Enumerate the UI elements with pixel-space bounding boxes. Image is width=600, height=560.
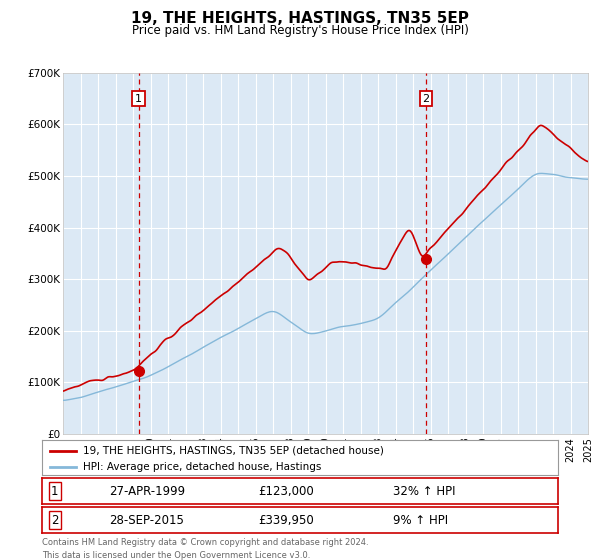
Text: HPI: Average price, detached house, Hastings: HPI: Average price, detached house, Hast… — [83, 462, 322, 472]
Text: 2: 2 — [51, 514, 59, 527]
Text: 1: 1 — [51, 484, 59, 498]
Text: 19, THE HEIGHTS, HASTINGS, TN35 5EP: 19, THE HEIGHTS, HASTINGS, TN35 5EP — [131, 11, 469, 26]
Text: 27-APR-1999: 27-APR-1999 — [109, 484, 185, 498]
Text: Contains HM Land Registry data © Crown copyright and database right 2024.
This d: Contains HM Land Registry data © Crown c… — [42, 538, 368, 560]
Text: £123,000: £123,000 — [259, 484, 314, 498]
Text: 2: 2 — [422, 94, 430, 104]
Text: 9% ↑ HPI: 9% ↑ HPI — [393, 514, 448, 527]
Text: 32% ↑ HPI: 32% ↑ HPI — [393, 484, 455, 498]
Text: 1: 1 — [135, 94, 142, 104]
Text: 28-SEP-2015: 28-SEP-2015 — [109, 514, 184, 527]
Text: 19, THE HEIGHTS, HASTINGS, TN35 5EP (detached house): 19, THE HEIGHTS, HASTINGS, TN35 5EP (det… — [83, 446, 384, 456]
Text: Price paid vs. HM Land Registry's House Price Index (HPI): Price paid vs. HM Land Registry's House … — [131, 24, 469, 36]
Text: £339,950: £339,950 — [259, 514, 314, 527]
